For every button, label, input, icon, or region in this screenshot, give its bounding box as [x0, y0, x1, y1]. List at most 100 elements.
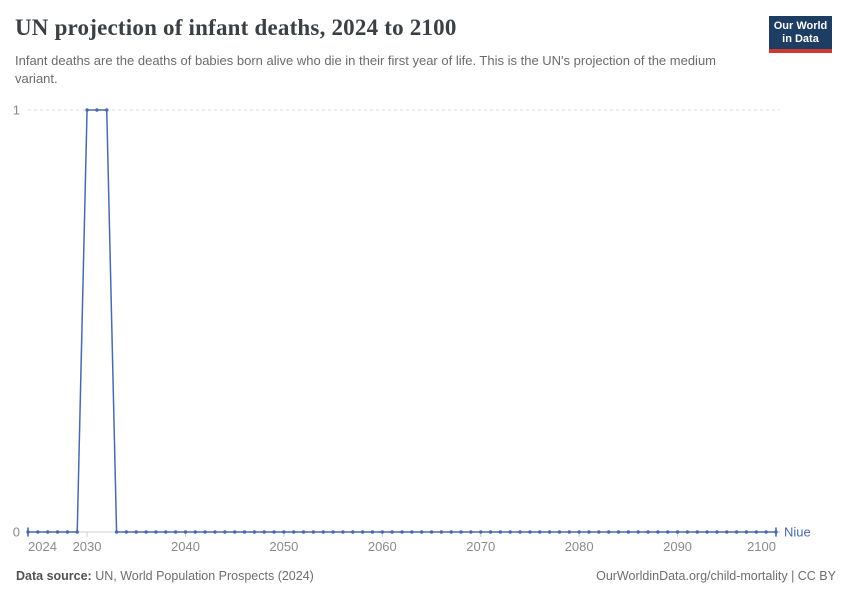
- data-point[interactable]: [370, 530, 375, 534]
- data-point[interactable]: [764, 530, 768, 534]
- data-point[interactable]: [114, 530, 119, 534]
- data-point[interactable]: [666, 530, 670, 534]
- data-point[interactable]: [547, 530, 552, 534]
- data-point[interactable]: [557, 530, 562, 534]
- data-point[interactable]: [390, 530, 394, 534]
- data-point[interactable]: [626, 530, 631, 534]
- data-point[interactable]: [173, 530, 178, 534]
- data-point[interactable]: [429, 530, 434, 534]
- data-point[interactable]: [36, 530, 40, 534]
- data-point[interactable]: [538, 530, 542, 534]
- data-point[interactable]: [518, 530, 522, 534]
- data-point[interactable]: [105, 108, 109, 112]
- data-point[interactable]: [636, 530, 640, 534]
- data-point[interactable]: [193, 530, 198, 534]
- y-tick-label: 1: [13, 103, 20, 118]
- data-point[interactable]: [656, 530, 660, 534]
- data-point[interactable]: [734, 530, 739, 534]
- data-point[interactable]: [685, 530, 690, 534]
- x-tick-label: 2030: [73, 539, 102, 554]
- owid-logo-line1: Our World: [773, 20, 828, 32]
- data-point[interactable]: [341, 530, 345, 534]
- data-point[interactable]: [469, 530, 473, 534]
- data-point[interactable]: [754, 530, 759, 534]
- data-point[interactable]: [95, 108, 99, 112]
- x-tick-label: 2060: [368, 539, 397, 554]
- data-point[interactable]: [282, 530, 286, 534]
- data-point[interactable]: [774, 530, 778, 534]
- x-tick-label: 2024: [28, 539, 57, 554]
- data-point[interactable]: [577, 530, 581, 534]
- data-point[interactable]: [262, 530, 266, 534]
- data-point[interactable]: [488, 530, 493, 534]
- data-point[interactable]: [311, 530, 316, 534]
- figure-footer: Data source: UN, World Population Prospe…: [16, 569, 836, 584]
- data-point[interactable]: [360, 530, 365, 534]
- x-tick-label: 2100: [747, 539, 776, 554]
- data-point[interactable]: [646, 530, 650, 534]
- data-point[interactable]: [380, 530, 385, 534]
- data-point[interactable]: [567, 530, 572, 534]
- data-point[interactable]: [498, 530, 503, 534]
- data-point[interactable]: [675, 530, 680, 534]
- data-point[interactable]: [331, 530, 335, 534]
- data-source-text: UN, World Population Prospects (2024): [91, 569, 314, 583]
- data-point[interactable]: [321, 530, 325, 534]
- data-point[interactable]: [459, 530, 463, 534]
- data-point[interactable]: [232, 530, 237, 534]
- data-point[interactable]: [410, 530, 414, 534]
- data-point[interactable]: [252, 530, 257, 534]
- data-point[interactable]: [528, 530, 532, 534]
- data-point[interactable]: [144, 530, 148, 534]
- data-point[interactable]: [744, 530, 749, 534]
- data-point[interactable]: [400, 530, 404, 534]
- x-tick-label: 2040: [171, 539, 200, 554]
- data-point[interactable]: [616, 530, 621, 534]
- data-point[interactable]: [272, 530, 276, 534]
- data-point[interactable]: [203, 530, 207, 534]
- data-point[interactable]: [351, 530, 355, 534]
- page-title: UN projection of infant deaths, 2024 to …: [15, 15, 457, 40]
- x-tick-label: 2050: [269, 539, 298, 554]
- series-line-niue[interactable]: [28, 109, 776, 533]
- attribution-note[interactable]: OurWorldinData.org/child-mortality | CC …: [596, 569, 836, 583]
- x-tick-label: 2070: [466, 539, 495, 554]
- x-tick-label: 2090: [663, 539, 692, 554]
- data-point[interactable]: [26, 530, 30, 534]
- data-point[interactable]: [242, 530, 247, 534]
- data-point[interactable]: [725, 530, 729, 534]
- data-point[interactable]: [479, 530, 483, 534]
- data-point[interactable]: [449, 530, 453, 534]
- data-point[interactable]: [695, 530, 699, 534]
- data-point[interactable]: [75, 530, 79, 534]
- data-point[interactable]: [301, 530, 306, 534]
- data-point[interactable]: [124, 530, 129, 534]
- data-point[interactable]: [65, 530, 70, 534]
- data-source-label: Data source:: [16, 569, 92, 583]
- data-point[interactable]: [45, 530, 50, 534]
- data-point[interactable]: [705, 530, 709, 534]
- data-point[interactable]: [183, 530, 188, 534]
- data-point[interactable]: [55, 530, 60, 534]
- data-source-note: Data source: UN, World Population Prospe…: [16, 569, 314, 584]
- data-point[interactable]: [154, 530, 158, 534]
- data-point[interactable]: [439, 530, 444, 534]
- data-point[interactable]: [85, 108, 89, 112]
- data-point[interactable]: [508, 530, 512, 534]
- data-point[interactable]: [587, 530, 591, 534]
- data-point[interactable]: [223, 530, 227, 534]
- chart-subtitle: Infant deaths are the deaths of babies b…: [15, 53, 717, 86]
- data-point[interactable]: [597, 530, 601, 534]
- series-label-niue[interactable]: Niue: [784, 525, 811, 540]
- data-point[interactable]: [715, 530, 719, 534]
- data-point[interactable]: [164, 530, 168, 534]
- data-point[interactable]: [292, 530, 296, 534]
- owid-logo-line2: in Data: [782, 33, 819, 45]
- data-point[interactable]: [213, 530, 217, 534]
- owid-logo[interactable]: Our World in Data: [769, 16, 832, 53]
- data-point[interactable]: [419, 530, 424, 534]
- data-point[interactable]: [134, 530, 138, 534]
- data-point[interactable]: [606, 530, 611, 534]
